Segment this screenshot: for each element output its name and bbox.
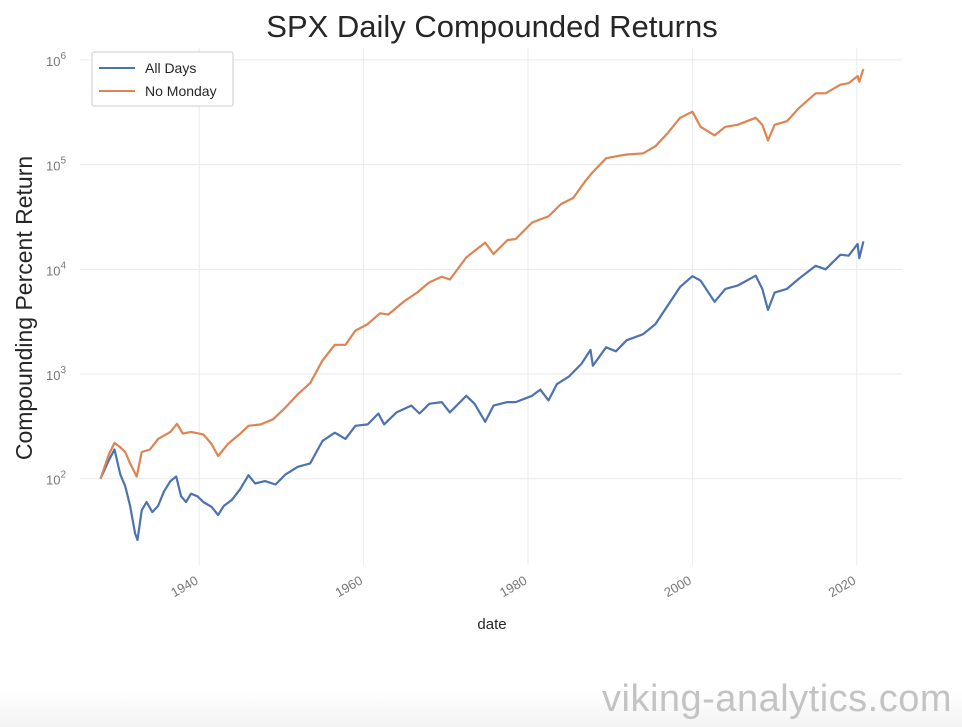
chart-title: SPX Daily Compounded Returns [266,9,717,44]
y-tick-label: 103 [46,365,66,383]
y-axis-ticks: 102 103 104 105 106 [46,51,66,488]
y-axis-label: Compounding Percent Return [11,156,37,460]
series-line-no-monday [99,68,865,480]
y-tick-label: 104 [46,260,66,278]
legend-box [91,51,234,107]
y-tick-label: 102 [46,470,66,488]
chart-canvas: SPX Daily Compounded Returns Compounding… [11,9,902,633]
legend: All Days No Monday [91,51,234,107]
x-tick-label: 1940 [168,573,201,600]
legend-label-no-monday: No Monday [145,83,217,99]
y-tick-label: 106 [46,51,66,69]
x-tick-label: 2000 [661,573,694,600]
y-tick-label: 105 [46,156,66,174]
grid-lines [80,48,902,565]
x-tick-label: 1960 [333,573,366,600]
x-axis-label: date [477,616,506,633]
x-tick-label: 2020 [826,573,859,600]
watermark-text: viking-analytics.com [602,678,952,720]
series-line-all-days [99,241,865,542]
series-lines [99,68,865,542]
x-tick-label: 1980 [497,573,530,600]
legend-label-all-days: All Days [145,60,196,76]
x-axis-ticks: 1940 1960 1980 2000 2020 [168,573,858,600]
